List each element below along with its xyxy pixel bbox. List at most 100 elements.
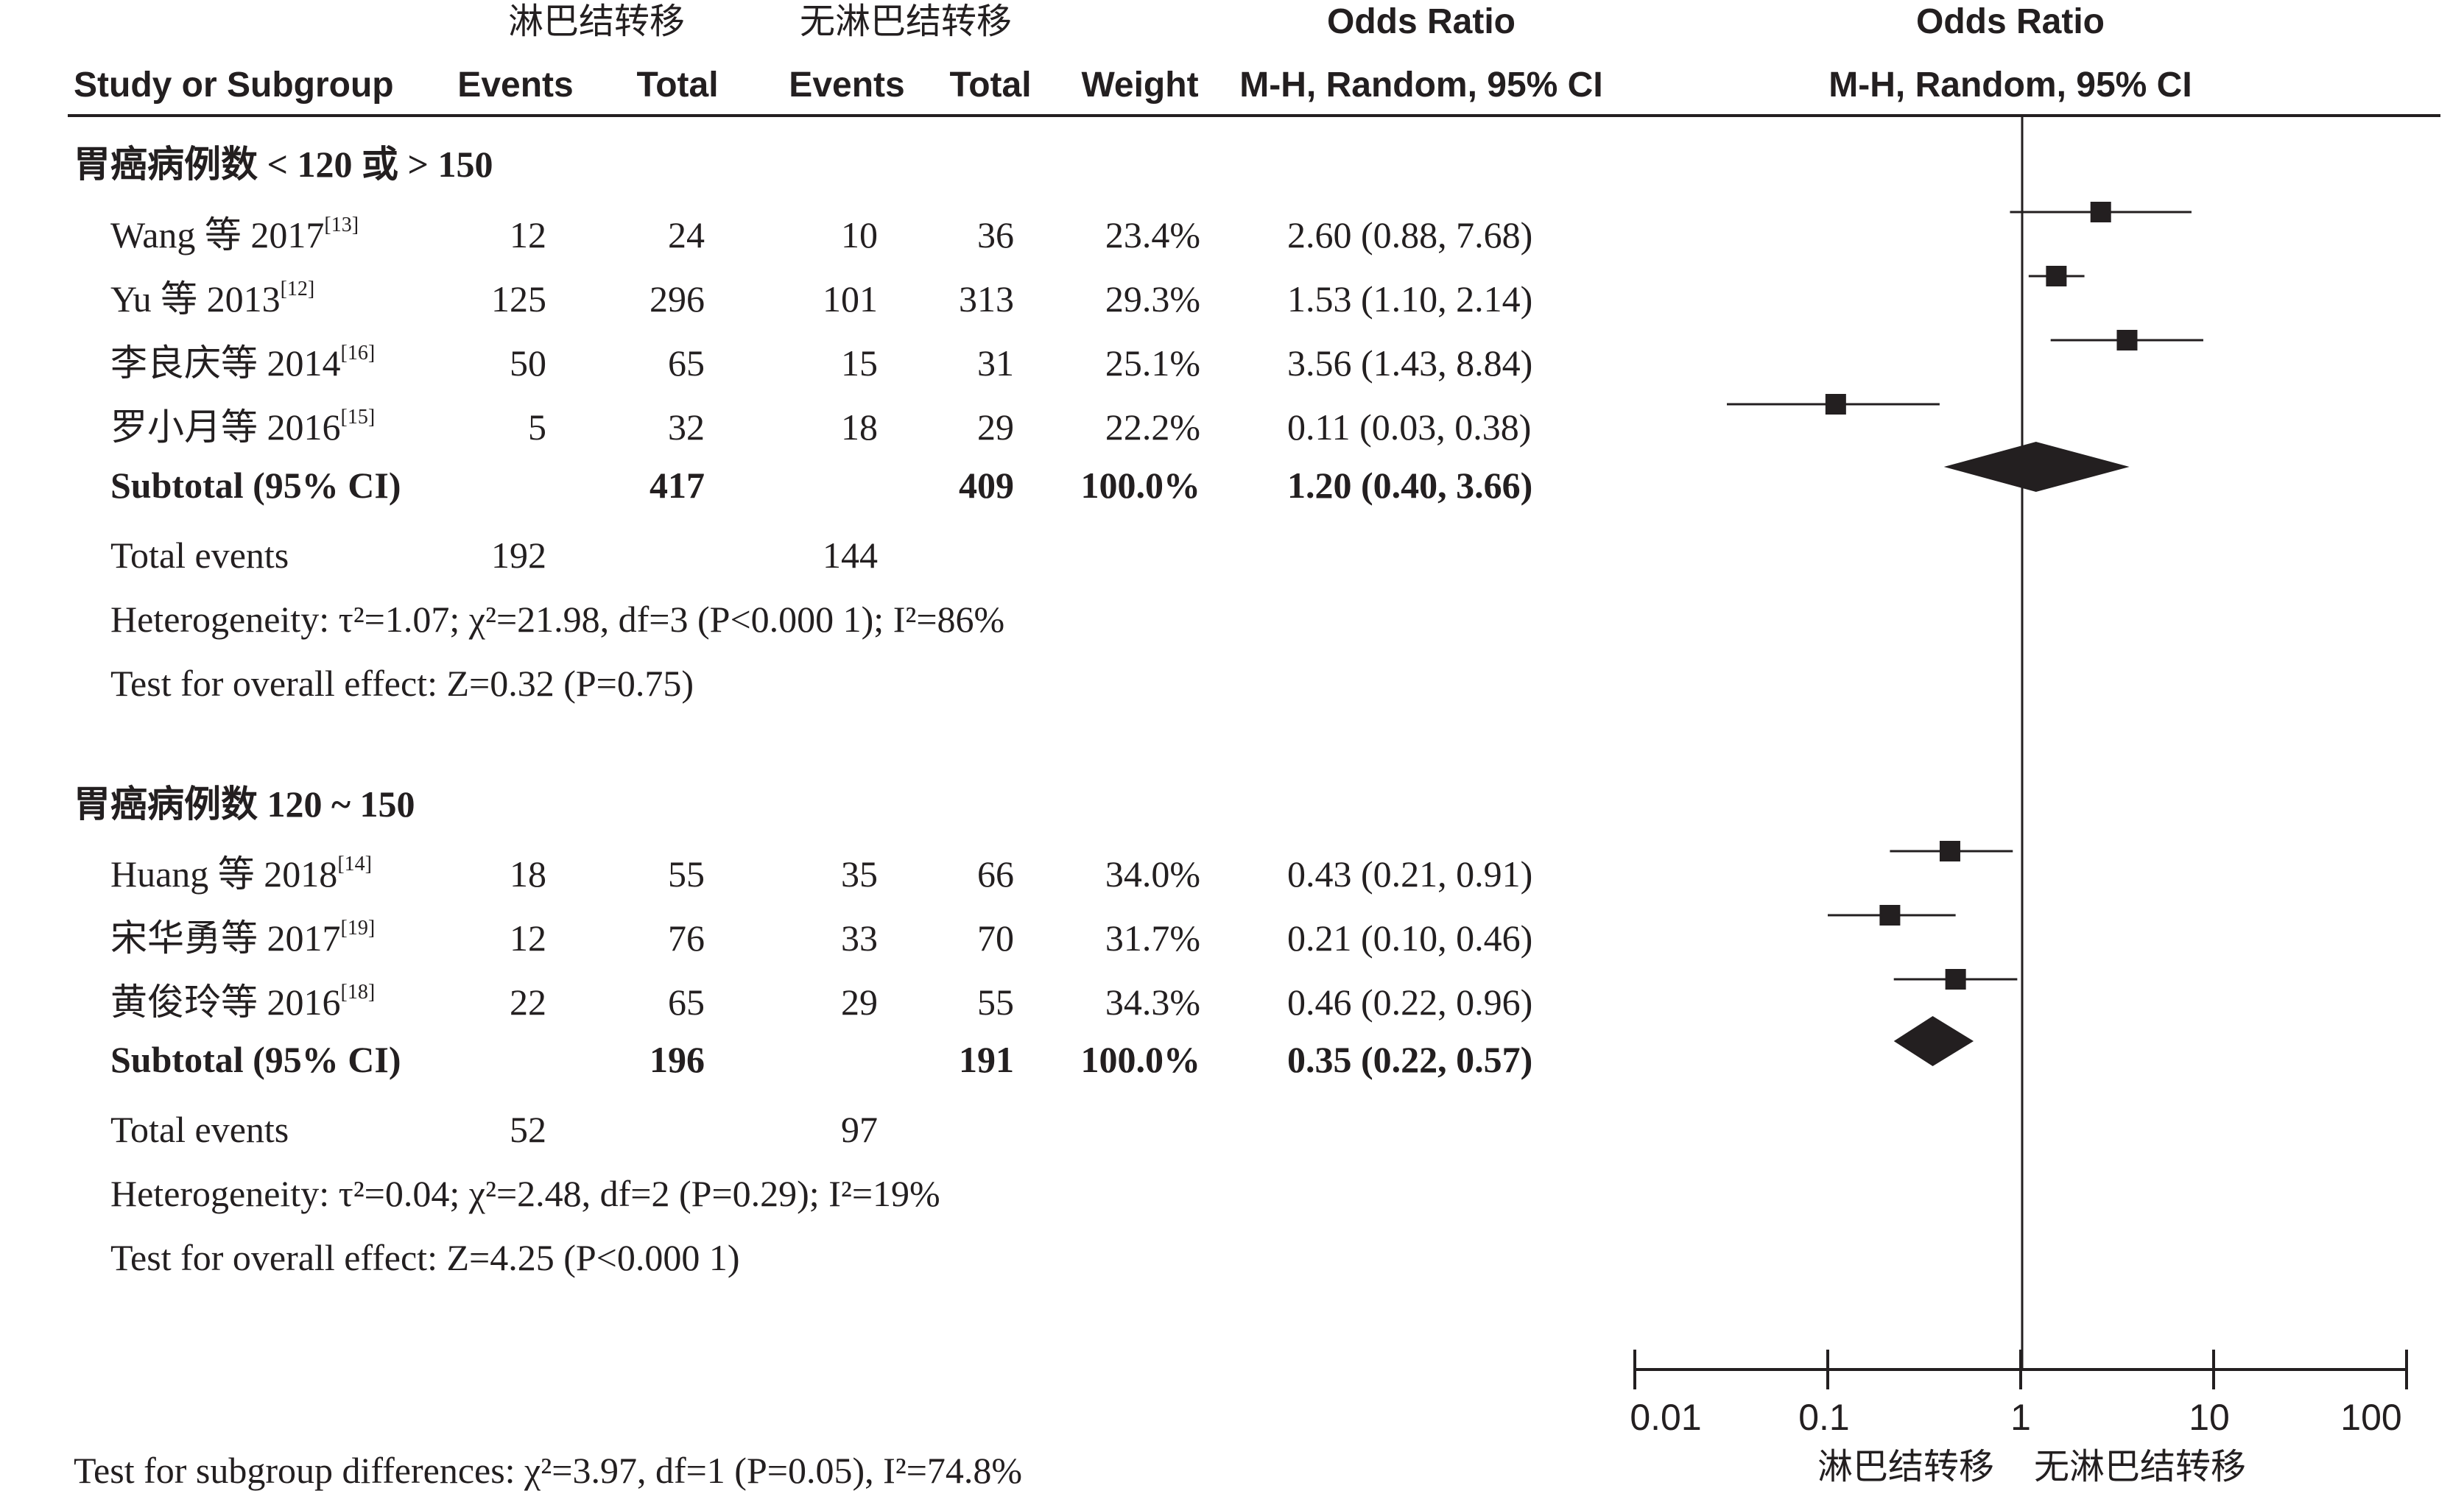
study-4-exp-total: 32 <box>668 406 705 448</box>
study-7-weight: 34.3% <box>1105 981 1200 1023</box>
study-5-ctrl-events: 35 <box>841 853 878 895</box>
study-5-exp-events: 18 <box>510 853 546 895</box>
study-marker <box>2046 266 2067 286</box>
forest-marks <box>1727 202 2203 1066</box>
study-1-exp-events: 12 <box>510 214 546 255</box>
plot-title: Odds Ratio <box>1915 2 2105 41</box>
study-4-ctrl-events: 18 <box>841 406 878 448</box>
study-5-weight: 34.0% <box>1105 853 1200 895</box>
study-1-ci: 2.60 (0.88, 7.68) <box>1287 214 1533 255</box>
favours-right-label: 无淋巴结转移 <box>2034 1446 2246 1487</box>
tick-label: 0.1 <box>1798 1397 1850 1438</box>
subtotal-1-exp-total: 417 <box>650 465 705 506</box>
study-marker <box>2090 202 2111 222</box>
overall-effect-1: Test for overall effect: Z=0.32 (P=0.75) <box>110 663 694 704</box>
study-1-exp-total: 24 <box>668 214 705 255</box>
study-5-ctrl-total: 66 <box>977 853 1014 895</box>
study-1-weight: 23.4% <box>1105 214 1200 255</box>
col-ctrl-events-header: Events <box>789 66 905 105</box>
study-4-name: 罗小月等 2016[15] <box>110 406 376 448</box>
study-4-weight: 22.2% <box>1105 406 1200 448</box>
study-4-ctrl-total: 29 <box>977 406 1014 448</box>
study-3-exp-events: 50 <box>510 342 546 384</box>
plot-method-header: M-H, Random, 95% CI <box>1828 66 2192 105</box>
favours-left-label: 淋巴结转移 <box>1817 1446 1994 1487</box>
subtotal-1-label: Subtotal (95% CI) <box>110 465 401 506</box>
study-2-exp-total: 296 <box>650 278 705 320</box>
col-exp-total-header: Total <box>636 66 719 105</box>
study-marker <box>1879 905 1901 926</box>
heterogeneity-1: Heterogeneity: τ²=1.07; χ²=21.98, df=3 (… <box>110 599 1005 640</box>
study-marker <box>1825 394 1846 415</box>
total-events-2-label: Total events <box>110 1109 289 1150</box>
subgroup-difference-test: Test for subgroup differences: χ²=3.97, … <box>74 1450 1023 1491</box>
subtotal-2-ci: 0.35 (0.22, 0.57) <box>1287 1039 1533 1080</box>
study-1-ctrl-events: 10 <box>841 214 878 255</box>
overall-effect-2: Test for overall effect: Z=4.25 (P<0.000… <box>110 1237 740 1278</box>
study-5-ci: 0.43 (0.21, 0.91) <box>1287 853 1533 895</box>
study-6-ctrl-total: 70 <box>977 917 1014 959</box>
study-marker <box>1945 969 1966 990</box>
study-6-weight: 31.7% <box>1105 917 1200 959</box>
study-4-ci: 0.11 (0.03, 0.38) <box>1287 406 1532 448</box>
subtotal-1-ctrl-total: 409 <box>959 465 1014 506</box>
study-7-exp-events: 22 <box>510 981 546 1023</box>
study-3-name: 李良庆等 2014[16] <box>110 342 376 384</box>
study-2-ctrl-total: 313 <box>959 278 1014 320</box>
or-method-header: M-H, Random, 95% CI <box>1239 66 1603 105</box>
study-3-ci: 3.56 (1.43, 8.84) <box>1287 342 1533 384</box>
study-6-exp-events: 12 <box>510 917 546 959</box>
study-2-ctrl-events: 101 <box>823 278 878 320</box>
subtotal-1-weight: 100.0% <box>1080 465 1201 506</box>
subgroup-1-title: 胃癌病例数 < 120 或 > 150 <box>74 143 493 186</box>
study-3-ctrl-total: 31 <box>977 342 1014 384</box>
total-events-2-ctrl: 97 <box>841 1109 878 1150</box>
subtotal-diamond <box>1893 1016 1974 1066</box>
study-2-weight: 29.3% <box>1105 278 1200 320</box>
total-events-1-ctrl: 144 <box>823 535 878 576</box>
subtotal-2-ctrl-total: 191 <box>959 1039 1014 1080</box>
study-6-ctrl-events: 33 <box>841 917 878 959</box>
study-5-name: Huang 等 2018[14] <box>110 853 372 895</box>
subtotal-2-label: Subtotal (95% CI) <box>110 1039 401 1080</box>
study-3-ctrl-events: 15 <box>841 342 878 384</box>
subtotal-1-ci: 1.20 (0.40, 3.66) <box>1287 465 1533 506</box>
subtotal-2-weight: 100.0% <box>1080 1039 1201 1080</box>
total-events-1-exp: 192 <box>491 535 546 576</box>
total-events-2-exp: 52 <box>510 1109 546 1150</box>
study-6-name: 宋华勇等 2017[19] <box>110 917 376 959</box>
study-3-weight: 25.1% <box>1105 342 1200 384</box>
tick-label: 100 <box>2340 1397 2401 1438</box>
ctrl-group-header: 无淋巴结转移 <box>799 2 1012 41</box>
study-7-ctrl-total: 55 <box>977 981 1014 1023</box>
total-events-1-label: Total events <box>110 535 289 576</box>
subtotal-2-exp-total: 196 <box>650 1039 705 1080</box>
tick-label: 0.01 <box>1630 1397 1701 1438</box>
study-2-exp-events: 125 <box>491 278 546 320</box>
study-7-ci: 0.46 (0.22, 0.96) <box>1287 981 1533 1023</box>
col-weight-header: Weight <box>1081 66 1199 105</box>
tick-label: 1 <box>2010 1397 2031 1438</box>
study-3-exp-total: 65 <box>668 342 705 384</box>
study-marker <box>2116 330 2138 350</box>
col-study-header: Study or Subgroup <box>74 66 394 105</box>
header-rule <box>68 114 2440 117</box>
study-6-ci: 0.21 (0.10, 0.46) <box>1287 917 1533 959</box>
study-5-exp-total: 55 <box>668 853 705 895</box>
study-2-name: Yu 等 2013[12] <box>110 278 315 320</box>
study-7-exp-total: 65 <box>668 981 705 1023</box>
col-exp-events-header: Events <box>457 66 574 105</box>
subgroup-2-title: 胃癌病例数 120 ~ 150 <box>74 783 415 825</box>
study-7-name: 黄俊玲等 2016[18] <box>110 981 376 1023</box>
tick-label: 10 <box>2189 1397 2230 1438</box>
exp-group-header: 淋巴结转移 <box>507 2 685 41</box>
subtotal-diamond <box>1943 442 2130 492</box>
study-2-ci: 1.53 (1.10, 2.14) <box>1287 278 1533 320</box>
study-marker <box>1939 841 1960 861</box>
study-7-ctrl-events: 29 <box>841 981 878 1023</box>
study-4-exp-events: 5 <box>528 406 546 448</box>
study-1-ctrl-total: 36 <box>977 214 1014 255</box>
heterogeneity-2: Heterogeneity: τ²=0.04; χ²=2.48, df=2 (P… <box>110 1173 940 1214</box>
study-1-name: Wang 等 2017[13] <box>110 214 359 255</box>
